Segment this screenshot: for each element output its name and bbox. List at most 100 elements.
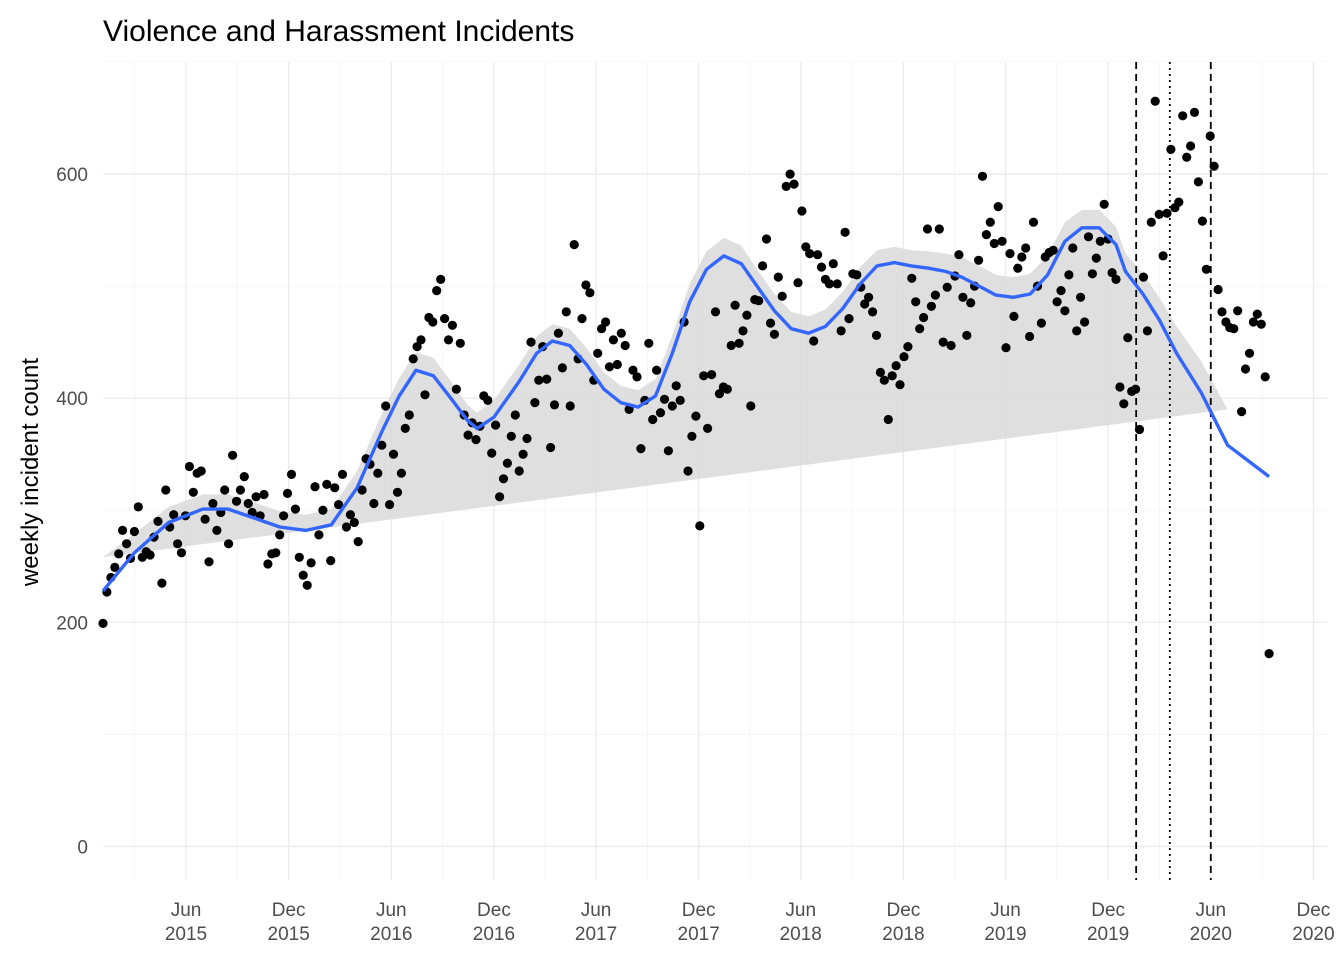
data-point xyxy=(703,423,713,433)
data-point xyxy=(781,181,791,191)
data-point xyxy=(549,400,560,410)
data-point xyxy=(966,298,976,308)
data-point xyxy=(522,433,532,444)
data-point xyxy=(1009,311,1019,321)
data-point xyxy=(777,291,787,301)
data-point xyxy=(1060,306,1070,316)
data-point xyxy=(1240,364,1251,374)
data-point xyxy=(758,261,768,271)
data-point xyxy=(1178,111,1188,121)
data-point xyxy=(1080,317,1090,327)
x-tick-label-year: 2018 xyxy=(780,924,822,945)
data-point xyxy=(546,442,556,453)
data-point xyxy=(302,580,312,590)
data-point xyxy=(1064,270,1074,280)
data-point xyxy=(989,238,999,249)
data-point xyxy=(271,548,281,558)
data-point xyxy=(1166,144,1176,154)
data-point xyxy=(938,337,948,347)
data-point xyxy=(1248,317,1258,327)
data-point xyxy=(506,431,516,441)
data-point xyxy=(447,320,457,330)
chart-title: Violence and Harassment Incidents xyxy=(103,15,574,48)
data-point xyxy=(98,618,108,629)
data-point xyxy=(1264,649,1274,659)
data-point xyxy=(334,500,344,510)
data-point xyxy=(1256,319,1266,329)
x-tick-label-year: 2016 xyxy=(473,924,515,945)
data-point xyxy=(330,483,340,493)
data-point xyxy=(565,401,575,411)
data-point xyxy=(1197,216,1207,226)
data-point xyxy=(993,202,1003,212)
data-point xyxy=(1150,96,1160,106)
data-point xyxy=(392,487,403,497)
x-tick-label-year: 2015 xyxy=(165,924,207,945)
trend-line-layer xyxy=(101,226,1271,592)
data-point xyxy=(294,552,304,562)
data-point xyxy=(1142,326,1152,336)
data-point xyxy=(298,570,308,580)
data-point xyxy=(1193,177,1203,187)
data-point xyxy=(773,272,783,282)
data-point xyxy=(129,526,139,537)
data-point xyxy=(133,502,143,512)
y-tick-label: 600 xyxy=(56,165,88,186)
data-point xyxy=(726,340,736,351)
data-point xyxy=(471,435,481,445)
data-points xyxy=(98,96,1274,659)
data-point xyxy=(420,390,430,400)
data-point xyxy=(1099,199,1109,209)
data-point xyxy=(188,487,198,497)
data-point xyxy=(341,522,351,532)
data-point xyxy=(1237,407,1247,417)
reference-lines xyxy=(1135,62,1212,880)
data-point xyxy=(655,408,666,418)
data-point xyxy=(840,227,850,237)
data-point xyxy=(934,224,944,234)
data-point xyxy=(1087,269,1097,279)
data-point xyxy=(852,270,862,280)
data-point xyxy=(381,401,391,411)
x-tick-label-year: 2019 xyxy=(1087,924,1129,945)
data-point xyxy=(1229,324,1239,334)
data-point xyxy=(231,496,242,506)
data-point xyxy=(977,171,988,181)
x-tick-label-year: 2018 xyxy=(882,924,924,945)
data-point xyxy=(200,514,210,524)
data-point xyxy=(926,301,937,311)
data-point xyxy=(946,340,956,351)
x-tick-label-month: Jun xyxy=(581,900,612,921)
data-point xyxy=(742,310,752,320)
data-point xyxy=(801,242,811,252)
x-tick-label-year: 2017 xyxy=(575,924,617,945)
data-point xyxy=(636,444,646,454)
data-point xyxy=(879,375,889,385)
data-point xyxy=(875,367,886,377)
data-point xyxy=(601,317,611,327)
data-point xyxy=(1209,161,1219,171)
data-point xyxy=(1119,399,1129,409)
data-point xyxy=(761,234,772,244)
data-point xyxy=(581,280,591,290)
data-point xyxy=(114,549,124,559)
data-point xyxy=(907,273,917,283)
y-tick-label: 0 xyxy=(77,837,88,858)
data-point xyxy=(699,371,709,381)
data-point xyxy=(738,326,748,336)
data-point xyxy=(1068,243,1078,253)
data-point xyxy=(663,446,674,456)
data-point xyxy=(337,469,348,479)
data-point xyxy=(1028,217,1039,227)
data-point xyxy=(652,365,662,375)
data-point xyxy=(593,348,603,358)
data-point xyxy=(911,297,921,307)
data-point xyxy=(286,469,297,479)
data-point xyxy=(173,539,183,549)
data-point xyxy=(318,505,328,515)
data-point xyxy=(428,317,438,327)
data-point xyxy=(145,550,155,560)
data-point xyxy=(212,525,222,536)
data-point xyxy=(161,485,171,495)
data-point xyxy=(259,489,269,500)
